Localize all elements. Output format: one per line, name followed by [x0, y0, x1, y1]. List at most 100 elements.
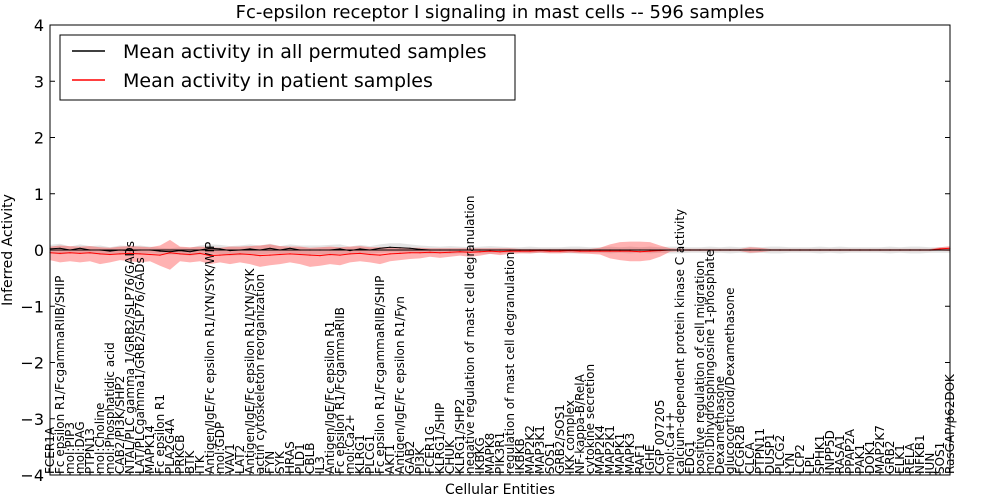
point-patient-7: [119, 253, 121, 255]
x-tick-label-32: PLCG1: [363, 435, 377, 474]
point-permuted-33: [379, 247, 381, 249]
point-patient-13: [179, 253, 181, 255]
x-tick-label-72: DUSP1: [763, 433, 777, 474]
point-patient-2: [69, 252, 71, 254]
point-patient-48: [529, 250, 531, 252]
x-tick-label-21: actin cytoskeleton reorganization: [253, 274, 267, 474]
x-tick-label-18: VAV1: [223, 443, 237, 474]
x-tick-label-69: FCGR2B: [733, 425, 747, 474]
x-tick-label-58: MAPK3: [623, 433, 637, 474]
point-patient-33: [379, 254, 381, 256]
point-patient-41: [459, 251, 461, 253]
axes: −4 −3 −2 −1 0 1 2 3 4: [20, 16, 951, 485]
point-patient-56: [609, 250, 611, 252]
x-tick-label-67: Dexamethasone: [713, 376, 727, 474]
point-permuted-1: [59, 247, 61, 249]
point-patient-34: [389, 253, 391, 255]
x-tick-label-81: PAK1: [853, 444, 867, 474]
point-patient-47: [519, 250, 521, 252]
x-tick-label-59: RAF1: [633, 443, 647, 474]
x-tick-label-74: LYN: [783, 453, 797, 474]
y-tick-label-0: −4: [20, 466, 44, 485]
point-patient-14: [189, 253, 191, 256]
point-patient-43: [479, 251, 481, 253]
legend-box: [59, 34, 516, 101]
point-patient-57: [619, 250, 621, 252]
x-tick-label-17: mol:GDP: [213, 422, 227, 474]
x-tick-label-13: PRKCB: [173, 435, 187, 474]
point-patient-20: [249, 253, 251, 256]
x-tick-label-41: KLRG1/SHP2: [453, 399, 467, 474]
y-axis-label: Inferred Activity: [0, 194, 16, 306]
x-tick-label-51: GRB2/SOS1: [553, 404, 567, 474]
legend: Mean activity in all permuted samples Me…: [59, 34, 516, 101]
point-permuted-16: [209, 247, 211, 249]
y-tick-label-5: 1: [34, 185, 44, 204]
x-tick-label-33: Fc epsilon R1/FcgammaRIIB/SHIP: [373, 276, 387, 474]
point-patient-10: [149, 253, 151, 256]
x-tick-label-50: SOS1: [543, 442, 557, 474]
y-tick-label-8: 4: [34, 16, 44, 35]
x-axis-label: Cellular Entities: [445, 482, 555, 498]
x-tick-label-87: NFKB1: [913, 434, 927, 474]
point-patient-25: [299, 253, 301, 256]
x-tick-label-9: LAT/PLCgamma1/GRB2/SLP76/GADs: [133, 257, 147, 474]
x-tick-label-25: PLD1: [293, 443, 307, 474]
x-tick-label-75: LCP2: [793, 444, 807, 474]
legend-label-patient: Mean activity in patient samples: [123, 70, 433, 92]
point-patient-23: [279, 253, 281, 256]
point-permuted-22: [269, 247, 271, 249]
band-patient: [50, 239, 950, 270]
point-patient-1: [59, 252, 61, 254]
x-tick-label-88: JUN: [923, 453, 937, 475]
point-patient-28: [329, 253, 331, 256]
x-tick-label-63: calcium-dependent protein kinase C activ…: [673, 209, 687, 474]
x-tick-label-77: SPHK1: [813, 435, 827, 474]
x-tick-label-85: ELK1: [893, 444, 907, 474]
x-tick-label-76: LPL: [803, 453, 817, 474]
point-permuted-29: [339, 248, 341, 250]
point-patient-38: [429, 251, 431, 253]
y-tick-label-1: −3: [20, 410, 44, 429]
x-tick-label-82: DOK1: [863, 440, 877, 474]
point-patient-4: [89, 252, 91, 254]
x-tick-label-48: MAP2K2: [523, 425, 537, 474]
x-tick-label-78: INPP5D: [823, 430, 837, 474]
x-tick-label-28: Antigen/IgE/Fc epsilon R1: [323, 321, 337, 474]
point-patient-60: [649, 250, 651, 252]
point-patient-59: [639, 251, 641, 253]
x-tick-label-31: KLRG1: [353, 434, 367, 474]
x-tick-label-53: NF-kappa-B/RelA: [573, 373, 587, 474]
point-patient-29: [339, 254, 341, 256]
x-tick-label-36: GAB2: [403, 441, 417, 474]
x-tick-label-1: Fc epsilon R1/FcgammaRIIB/SHIP: [53, 276, 67, 474]
point-permuted-6: [109, 250, 111, 252]
point-patient-58: [629, 250, 631, 252]
x-tick-label-5: mol:Choline: [93, 403, 107, 474]
x-tick-label-8: NTAL/PLC gamma 1/GRB2/SLP76/GADs: [123, 241, 137, 474]
point-patient-45: [499, 251, 501, 253]
x-tick-label-6: mol:Phosphatidic acid: [103, 342, 117, 474]
x-tick-label-47: IKBKB: [513, 438, 527, 474]
point-patient-50: [549, 250, 551, 252]
legend-label-permuted: Mean activity in all permuted samples: [123, 41, 486, 63]
x-tick-label-64: EDG1: [683, 440, 697, 474]
x-tick-label-14: BTK: [183, 449, 197, 474]
y-tick-label-3: −1: [20, 297, 44, 316]
point-patient-5: [99, 253, 101, 255]
point-patient-8: [129, 252, 131, 254]
x-tick-label-84: GRB2: [883, 440, 897, 474]
x-tick-label-83: MAP2K7: [873, 425, 887, 474]
x-tick-label-61: CGP 007205: [653, 399, 667, 474]
x-tick-label-7: CAB2/PI3K/SHP2: [113, 376, 127, 474]
chart-title: Fc-epsilon receptor I signaling in mast …: [236, 2, 765, 23]
point-patient-18: [229, 253, 231, 256]
point-patient-27: [319, 255, 321, 257]
x-tick-label-4: PTPN13: [83, 428, 97, 474]
point-patient-12: [169, 252, 171, 254]
x-tick-label-23: SYK: [273, 450, 287, 474]
point-permuted-24: [289, 247, 291, 249]
x-tick-label-35: Antigen/IgE/Fc epsilon R1/Fyn: [393, 296, 407, 474]
